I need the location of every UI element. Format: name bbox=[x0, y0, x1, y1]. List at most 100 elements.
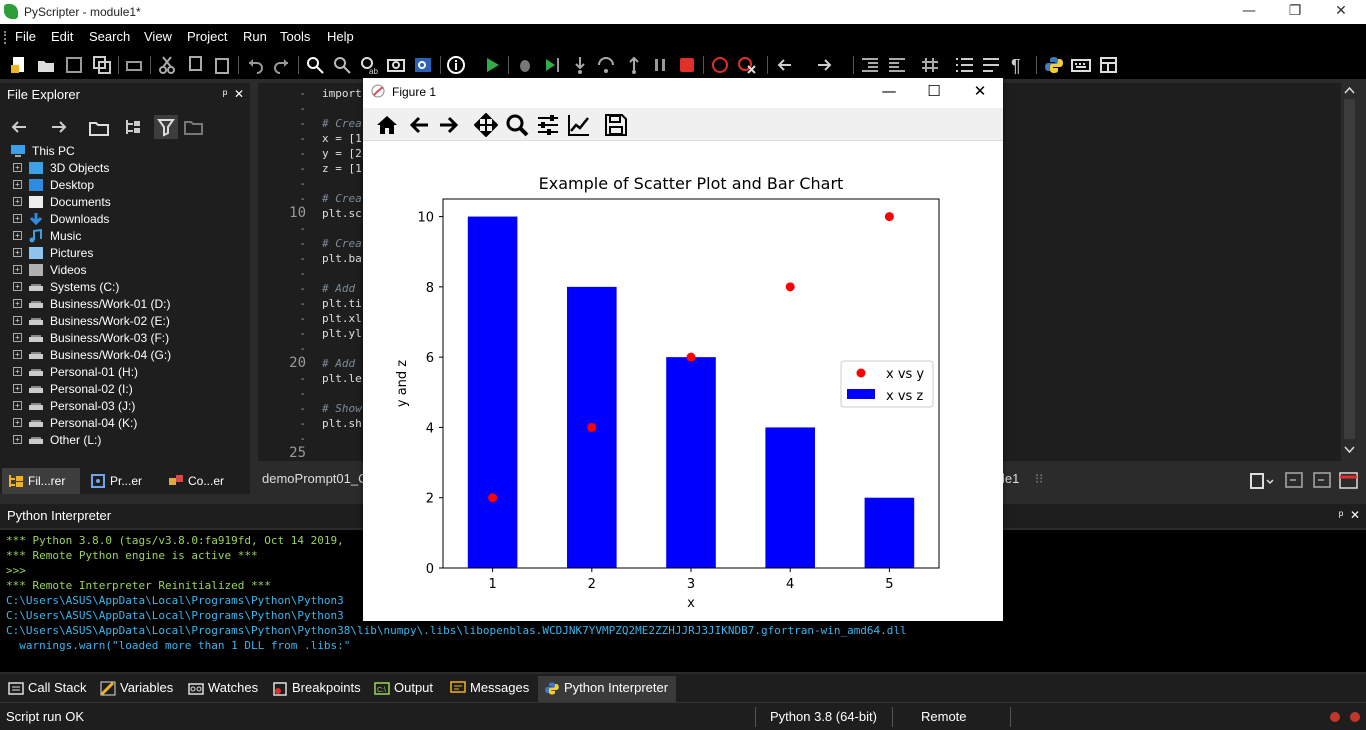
python-version-icon[interactable] bbox=[1044, 55, 1064, 75]
find-icon[interactable] bbox=[305, 55, 325, 75]
pin-icon[interactable]: ᵖ bbox=[222, 87, 228, 101]
forward-icon[interactable] bbox=[814, 55, 834, 75]
copy-icon[interactable] bbox=[185, 55, 205, 75]
tab-messages[interactable]: Messages bbox=[444, 676, 536, 702]
edit-axis-icon[interactable] bbox=[567, 113, 591, 137]
scroll-up-icon[interactable] bbox=[1344, 85, 1355, 95]
word-wrap-icon[interactable] bbox=[981, 55, 1001, 75]
expand-icon[interactable]: + bbox=[13, 265, 22, 274]
expand-icon[interactable]: + bbox=[13, 435, 22, 444]
expand-icon[interactable]: + bbox=[13, 163, 22, 172]
new-folder-icon[interactable] bbox=[184, 118, 204, 136]
code-line[interactable]: plt.le bbox=[322, 372, 362, 385]
home-icon[interactable] bbox=[375, 113, 399, 137]
tree-item[interactable]: + Personal-01 (H:) bbox=[0, 364, 250, 381]
back-icon[interactable] bbox=[775, 55, 795, 75]
code-line[interactable]: # Add bbox=[322, 282, 356, 295]
save-figure-icon[interactable] bbox=[604, 113, 628, 137]
step-over-icon[interactable] bbox=[596, 55, 616, 75]
expand-icon[interactable]: + bbox=[13, 401, 22, 410]
filter-icon[interactable] bbox=[154, 115, 178, 139]
tree-item[interactable]: + Business/Work-04 (G:) bbox=[0, 347, 250, 364]
close-pane-icon[interactable]: ✕ bbox=[1349, 508, 1360, 522]
tree-item[interactable]: + Pictures bbox=[0, 245, 250, 262]
close-all-tabs-icon[interactable] bbox=[1338, 470, 1360, 490]
tab-code-explorer[interactable]: Co...er bbox=[162, 468, 242, 494]
zoom-icon[interactable] bbox=[505, 113, 529, 137]
step-into-icon[interactable] bbox=[570, 55, 590, 75]
figure-maximize-button[interactable]: ☐ bbox=[927, 82, 941, 100]
run-icon[interactable] bbox=[482, 55, 502, 75]
tree-item[interactable]: + Business/Work-01 (D:) bbox=[0, 296, 250, 313]
print-icon[interactable] bbox=[124, 55, 144, 75]
tab-watches[interactable]: Watches bbox=[182, 676, 264, 702]
close-pane-icon[interactable]: ✕ bbox=[233, 87, 244, 101]
expand-icon[interactable]: + bbox=[13, 333, 22, 342]
forward-arrow-icon[interactable] bbox=[50, 119, 68, 135]
expand-icon[interactable]: + bbox=[13, 282, 22, 291]
code-line[interactable]: z = [1 bbox=[322, 162, 362, 175]
redo-icon[interactable] bbox=[272, 55, 292, 75]
menu-view[interactable]: View bbox=[144, 29, 172, 44]
tree-item[interactable]: + Videos bbox=[0, 262, 250, 279]
scroll-down-icon[interactable] bbox=[1344, 445, 1355, 455]
toggle-breakpoint-icon[interactable] bbox=[710, 55, 730, 75]
open-file-icon[interactable] bbox=[36, 55, 56, 75]
save-icon[interactable] bbox=[64, 55, 84, 75]
editor-vertical-scrollbar[interactable] bbox=[1341, 83, 1358, 461]
scrollbar-thumb[interactable] bbox=[1344, 99, 1355, 439]
expand-icon[interactable]: + bbox=[13, 418, 22, 427]
special-chars-icon[interactable]: ¶ bbox=[1008, 55, 1028, 75]
menu-grip[interactable] bbox=[4, 31, 6, 44]
tree-item[interactable]: + Business/Work-02 (E:) bbox=[0, 313, 250, 330]
code-line[interactable]: # Add bbox=[322, 357, 356, 370]
menu-search[interactable]: Search bbox=[89, 29, 131, 44]
line-numbers-icon[interactable] bbox=[954, 55, 974, 75]
code-line[interactable]: plt.ba bbox=[322, 252, 362, 265]
back-icon[interactable] bbox=[407, 113, 431, 137]
tree-item[interactable]: + Music bbox=[0, 228, 250, 245]
tab-python-interpreter[interactable]: Python Interpreter bbox=[538, 676, 676, 702]
menu-file[interactable]: File bbox=[15, 29, 36, 44]
tree-item[interactable]: +3D Objects bbox=[0, 160, 250, 177]
clear-breakpoints-icon[interactable] bbox=[737, 55, 757, 75]
menu-edit[interactable]: Edit bbox=[51, 29, 74, 44]
code-line[interactable]: plt.ti bbox=[322, 297, 362, 310]
layouts-icon[interactable] bbox=[1099, 55, 1119, 75]
menu-project[interactable]: Project bbox=[187, 29, 228, 44]
code-line[interactable]: import bbox=[322, 87, 362, 100]
restore-button[interactable]: ❐ bbox=[1288, 3, 1302, 19]
next-tab-icon[interactable] bbox=[1312, 471, 1332, 489]
pause-icon[interactable] bbox=[650, 55, 670, 75]
figure-minimize-button[interactable]: — bbox=[881, 82, 897, 100]
prev-tab-icon[interactable] bbox=[1284, 471, 1304, 489]
code-line[interactable]: y = [2 bbox=[322, 147, 362, 160]
figure-close-button[interactable]: ✕ bbox=[973, 82, 987, 100]
tab-output[interactable]: C:\ Output bbox=[368, 676, 444, 702]
expand-icon[interactable]: + bbox=[13, 367, 22, 376]
tree-item[interactable]: + Documents bbox=[0, 194, 250, 211]
pan-icon[interactable] bbox=[474, 113, 498, 137]
configure-subplots-icon[interactable] bbox=[536, 113, 560, 137]
toggle-comment-icon[interactable] bbox=[920, 55, 940, 75]
tab-file-explorer[interactable]: Fil...rer bbox=[2, 468, 80, 494]
window-list-icon[interactable] bbox=[1250, 472, 1276, 490]
minimize-button[interactable]: — bbox=[1242, 3, 1256, 19]
step-out-icon[interactable] bbox=[624, 55, 644, 75]
code-line[interactable]: plt.sc bbox=[322, 207, 362, 220]
search-window-icon[interactable] bbox=[413, 55, 433, 75]
back-arrow-icon[interactable] bbox=[10, 119, 28, 135]
tree-item[interactable]: + Other (L:) bbox=[0, 432, 250, 449]
forward-icon[interactable] bbox=[437, 113, 461, 137]
code-line[interactable]: # Crea bbox=[322, 192, 362, 205]
tree-item[interactable]: + Personal-02 (I:) bbox=[0, 381, 250, 398]
expand-icon[interactable]: + bbox=[13, 180, 22, 189]
stop-icon[interactable] bbox=[677, 55, 697, 75]
expand-icon[interactable]: + bbox=[13, 384, 22, 393]
find-next-icon[interactable] bbox=[332, 55, 352, 75]
expand-icon[interactable]: + bbox=[13, 316, 22, 325]
tree-view-icon[interactable] bbox=[124, 118, 146, 136]
tab-call-stack[interactable]: Call Stack bbox=[2, 676, 92, 702]
up-folder-icon[interactable] bbox=[89, 118, 109, 136]
run-to-cursor-icon[interactable] bbox=[542, 55, 562, 75]
